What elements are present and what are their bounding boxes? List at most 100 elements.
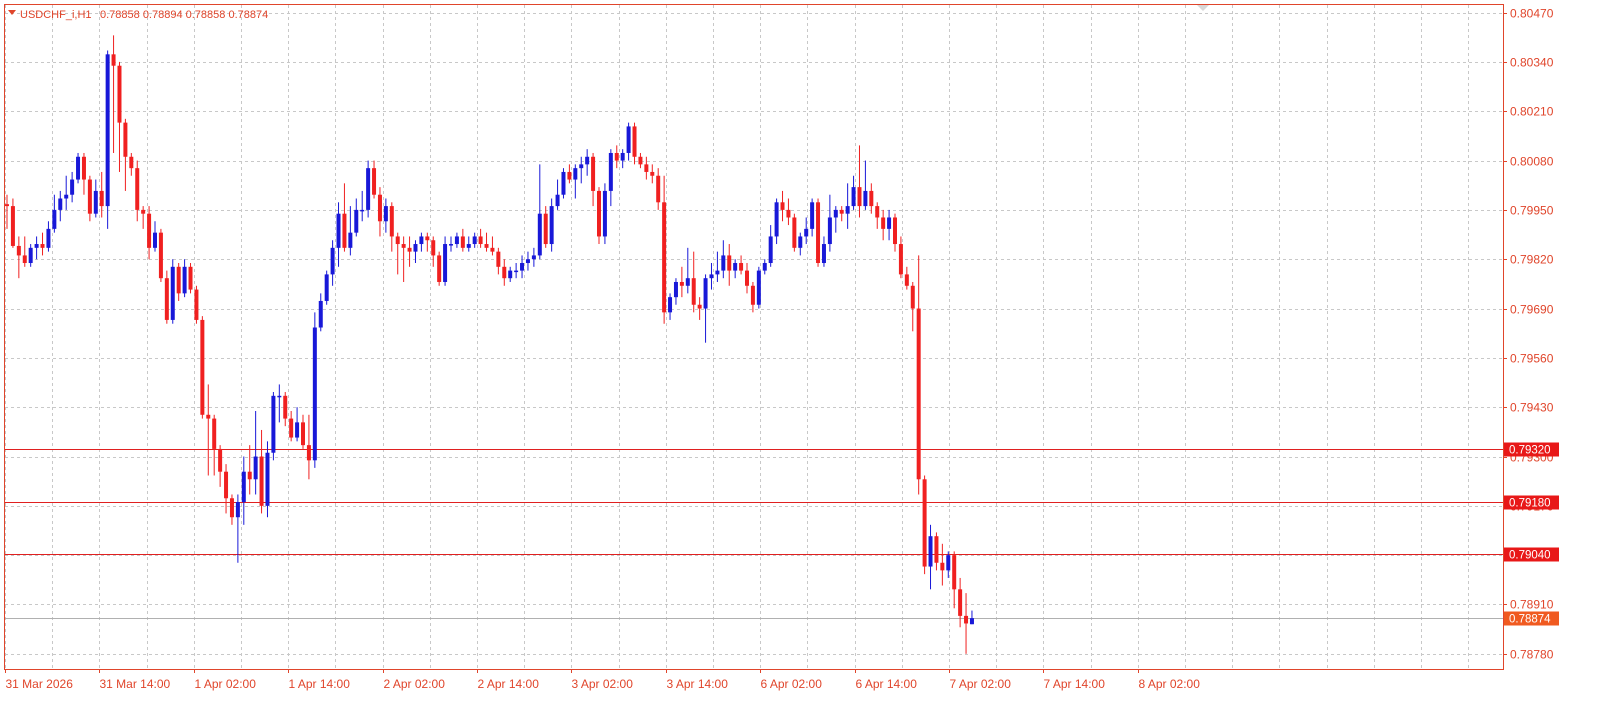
bull-candle: [330, 240, 335, 286]
candle-body: [496, 251, 501, 267]
candle-body: [520, 263, 525, 271]
candle-body: [620, 152, 625, 161]
candle-body: [366, 168, 371, 210]
candle-body: [413, 244, 418, 252]
bull-candle: [804, 217, 809, 245]
candle-body: [484, 244, 489, 248]
bear-candle: [679, 266, 684, 298]
chart-header[interactable]: USDCHF_i,H1 0.78858 0.78894 0.78858 0.78…: [8, 9, 268, 21]
bull-candle: [449, 236, 453, 252]
bear-candle: [739, 255, 744, 275]
chart-frame: [4, 4, 1504, 670]
candle-body: [425, 236, 430, 241]
candle-body: [111, 54, 116, 66]
bull-candle: [265, 441, 270, 518]
candle-body: [685, 278, 690, 286]
price-labels: 0.79320 0.79180 0.79040 0.78874: [1504, 442, 1559, 626]
bear-candle: [401, 236, 406, 282]
bull-candle: [579, 156, 584, 184]
bull-candle: [798, 232, 803, 256]
candle-body: [330, 247, 335, 275]
bear-candle: [816, 198, 821, 267]
bull-candle: [271, 392, 276, 461]
bull-candle: [354, 198, 359, 237]
candle-body: [845, 206, 850, 214]
bull-candle: [253, 410, 258, 495]
bull-candle: [887, 209, 892, 241]
time-tick-label: 6 Apr 14:00: [856, 677, 918, 691]
bull-candle: [312, 312, 317, 468]
time-axis: 31 Mar 2026 31 Mar 14:00 1 Apr 02:00 1 Apr …: [5, 669, 1200, 691]
candle-body: [135, 168, 140, 210]
bear-candle: [881, 209, 886, 241]
bear-candle: [10, 198, 15, 248]
candle-body: [745, 270, 749, 286]
bear-candle: [786, 198, 791, 226]
bull-candle: [851, 175, 856, 210]
candle-body: [478, 236, 483, 245]
candle-body: [342, 213, 347, 248]
bear-candle: [289, 410, 294, 442]
bull-candle: [514, 263, 519, 279]
candle-body: [52, 209, 57, 229]
candle-body: [668, 297, 673, 313]
candle-body: [597, 190, 601, 237]
bull-candle: [413, 240, 418, 264]
bull-candle: [573, 164, 578, 199]
candle-body: [289, 418, 294, 438]
candles: [5, 35, 974, 654]
candle-body: [715, 270, 720, 275]
price-tick-label: 0.80080: [1510, 155, 1554, 169]
symbol-label[interactable]: USDCHF_i,H1: [20, 9, 92, 21]
bull-candle: [525, 251, 530, 271]
bull-candle: [555, 179, 560, 210]
bull-candle: [383, 198, 388, 233]
bull-candle: [34, 236, 39, 260]
bull-candle: [537, 164, 542, 260]
bull-candle: [608, 149, 613, 207]
candle-body: [768, 236, 773, 264]
bear-candle: [869, 183, 874, 214]
bull-candle: [709, 263, 714, 290]
bear-candle: [395, 232, 400, 275]
bear-candle: [87, 175, 92, 222]
candle-body: [188, 266, 193, 290]
dropdown-triangle-icon[interactable]: [8, 10, 16, 15]
price-tick-label: 0.80470: [1510, 7, 1554, 21]
scroll-marker-icon[interactable]: [1197, 5, 1209, 11]
time-tick-label: 2 Apr 02:00: [384, 677, 446, 691]
price-tick-label: 0.79690: [1510, 303, 1554, 317]
bear-candle: [117, 61, 122, 172]
bear-candle: [5, 194, 9, 229]
current-price-box: [1504, 611, 1559, 626]
candle-body: [786, 209, 791, 218]
candle-body: [804, 228, 809, 237]
candle-body: [229, 498, 234, 518]
bull-candle: [833, 206, 838, 233]
bear-candle: [431, 236, 436, 267]
bull-candle: [454, 232, 459, 248]
candle-body: [419, 236, 424, 245]
bull-candle: [46, 221, 51, 252]
candle-body: [881, 217, 886, 229]
candle-body: [454, 236, 459, 245]
bear-candle: [591, 152, 596, 207]
candle-body: [827, 217, 832, 245]
candle-body: [22, 255, 27, 264]
candle-body: [10, 206, 15, 246]
candle-body: [656, 175, 661, 203]
price-levels: [5, 449, 1503, 619]
candle-body: [206, 414, 211, 419]
bear-candle: [147, 206, 152, 260]
candle-body: [389, 206, 394, 237]
bull-candle: [774, 198, 779, 245]
bear-candle: [780, 190, 785, 222]
candle-body: [549, 206, 554, 245]
bull-candle: [703, 274, 708, 343]
candle-body: [869, 190, 874, 207]
candle-body: [644, 164, 649, 172]
candle-body: [887, 217, 892, 229]
candle-body: [969, 618, 974, 625]
candle-body: [283, 395, 288, 419]
